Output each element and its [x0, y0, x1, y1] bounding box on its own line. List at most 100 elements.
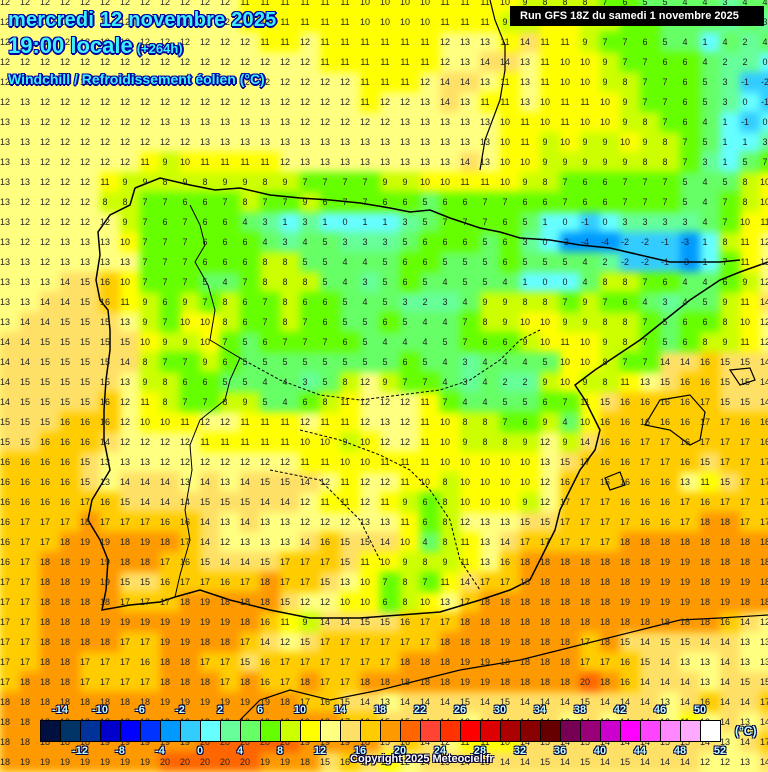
- grid-value: 17: [279, 577, 290, 587]
- grid-value: 13: [299, 157, 310, 167]
- grid-value: 11: [360, 37, 370, 47]
- grid-value: 17: [179, 537, 190, 547]
- grid-value: 1: [742, 137, 748, 147]
- grid-value: 5: [422, 277, 428, 287]
- grid-value: 15: [319, 577, 330, 587]
- legend-swatch: [141, 721, 161, 741]
- grid-value: 14: [519, 737, 530, 747]
- grid-value: 10: [539, 97, 550, 107]
- grid-value: 18: [59, 577, 70, 587]
- grid-value: 15: [719, 477, 730, 487]
- grid-value: 14: [199, 477, 210, 487]
- grid-value: 14: [679, 697, 690, 707]
- grid-value: 12: [179, 137, 190, 147]
- grid-value: 12: [379, 117, 390, 127]
- grid-value: 13: [699, 677, 710, 687]
- grid-value: 1: [722, 157, 728, 167]
- grid-value: 7: [662, 197, 668, 207]
- grid-value: 17: [759, 697, 768, 707]
- grid-value: 15: [79, 377, 90, 387]
- grid-value: 11: [360, 557, 370, 567]
- grid-value: 12: [79, 37, 90, 47]
- grid-value: 13: [219, 137, 230, 147]
- grid-value: 11: [400, 517, 410, 527]
- grid-value: 19: [39, 757, 50, 767]
- grid-value: 17: [279, 677, 290, 687]
- grid-value: 13: [379, 157, 390, 167]
- grid-value: 14: [759, 717, 768, 727]
- grid-value: 18: [699, 597, 710, 607]
- grid-value: 13: [519, 57, 530, 67]
- grid-value: 12: [99, 137, 110, 147]
- grid-value: 19: [99, 557, 110, 567]
- grid-value: 11: [280, 437, 290, 447]
- grid-value: 13: [379, 137, 390, 147]
- grid-value: 11: [180, 417, 190, 427]
- grid-value: 6: [382, 597, 388, 607]
- grid-value: 7: [642, 97, 648, 107]
- grid-value: 18: [179, 597, 190, 607]
- grid-value: 10: [559, 77, 570, 87]
- grid-value: 4: [282, 397, 288, 407]
- grid-value: 9: [582, 297, 588, 307]
- grid-value: 7: [142, 277, 148, 287]
- grid-value: 13: [59, 257, 70, 267]
- grid-value: 16: [559, 477, 570, 487]
- grid-value: 15: [59, 397, 70, 407]
- legend-label-top: 42: [613, 704, 627, 716]
- grid-value: 17: [119, 657, 130, 667]
- grid-value: 15: [599, 397, 610, 407]
- grid-value: 13: [339, 157, 350, 167]
- grid-value: 17: [159, 557, 170, 567]
- grid-value: 15: [119, 337, 130, 347]
- grid-value: 9: [182, 337, 188, 347]
- grid-value: 14: [699, 737, 710, 747]
- grid-value: 9: [402, 177, 408, 187]
- grid-value: 17: [79, 677, 90, 687]
- grid-value: 17: [99, 677, 110, 687]
- grid-value: 6: [322, 317, 328, 327]
- grid-value: 11: [280, 17, 290, 27]
- grid-value: 6: [422, 257, 428, 267]
- grid-value: 12: [179, 0, 190, 7]
- grid-value: 5: [702, 97, 708, 107]
- grid-value: 4: [302, 237, 308, 247]
- grid-value: 13: [139, 457, 150, 467]
- grid-value: 13: [119, 257, 130, 267]
- grid-value: 19: [659, 597, 670, 607]
- grid-value: 13: [239, 537, 250, 547]
- grid-value: 11: [220, 157, 230, 167]
- grid-value: 11: [400, 457, 410, 467]
- grid-value: 12: [119, 437, 130, 447]
- grid-value: 14: [239, 517, 250, 527]
- grid-value: 7: [342, 197, 348, 207]
- grid-value: 1: [702, 37, 708, 47]
- grid-value: 8: [662, 137, 668, 147]
- grid-value: 12: [339, 77, 350, 87]
- grid-value: 17: [419, 637, 430, 647]
- grid-value: 9: [162, 157, 168, 167]
- grid-value: 9: [602, 57, 608, 67]
- grid-value: 11: [320, 17, 330, 27]
- grid-value: 13: [419, 117, 430, 127]
- grid-value: 2: [722, 57, 728, 67]
- grid-value: 12: [99, 0, 110, 7]
- grid-value: 17: [559, 497, 570, 507]
- grid-value: 7: [602, 297, 608, 307]
- grid-value: 17: [119, 677, 130, 687]
- grid-value: 17: [759, 517, 768, 527]
- grid-value: 17: [579, 497, 590, 507]
- grid-value: 4: [362, 297, 368, 307]
- grid-value: 10: [419, 17, 430, 27]
- grid-value: 16: [0, 457, 10, 467]
- legend-swatch: [501, 721, 521, 741]
- grid-value: 12: [299, 417, 310, 427]
- grid-value: 12: [79, 197, 90, 207]
- grid-value: 4: [442, 357, 448, 367]
- grid-value: 18: [59, 597, 70, 607]
- grid-value: 12: [99, 97, 110, 107]
- grid-value: 11: [740, 237, 750, 247]
- grid-value: 16: [399, 737, 410, 747]
- grid-value: 7: [642, 177, 648, 187]
- grid-value: 7: [262, 297, 268, 307]
